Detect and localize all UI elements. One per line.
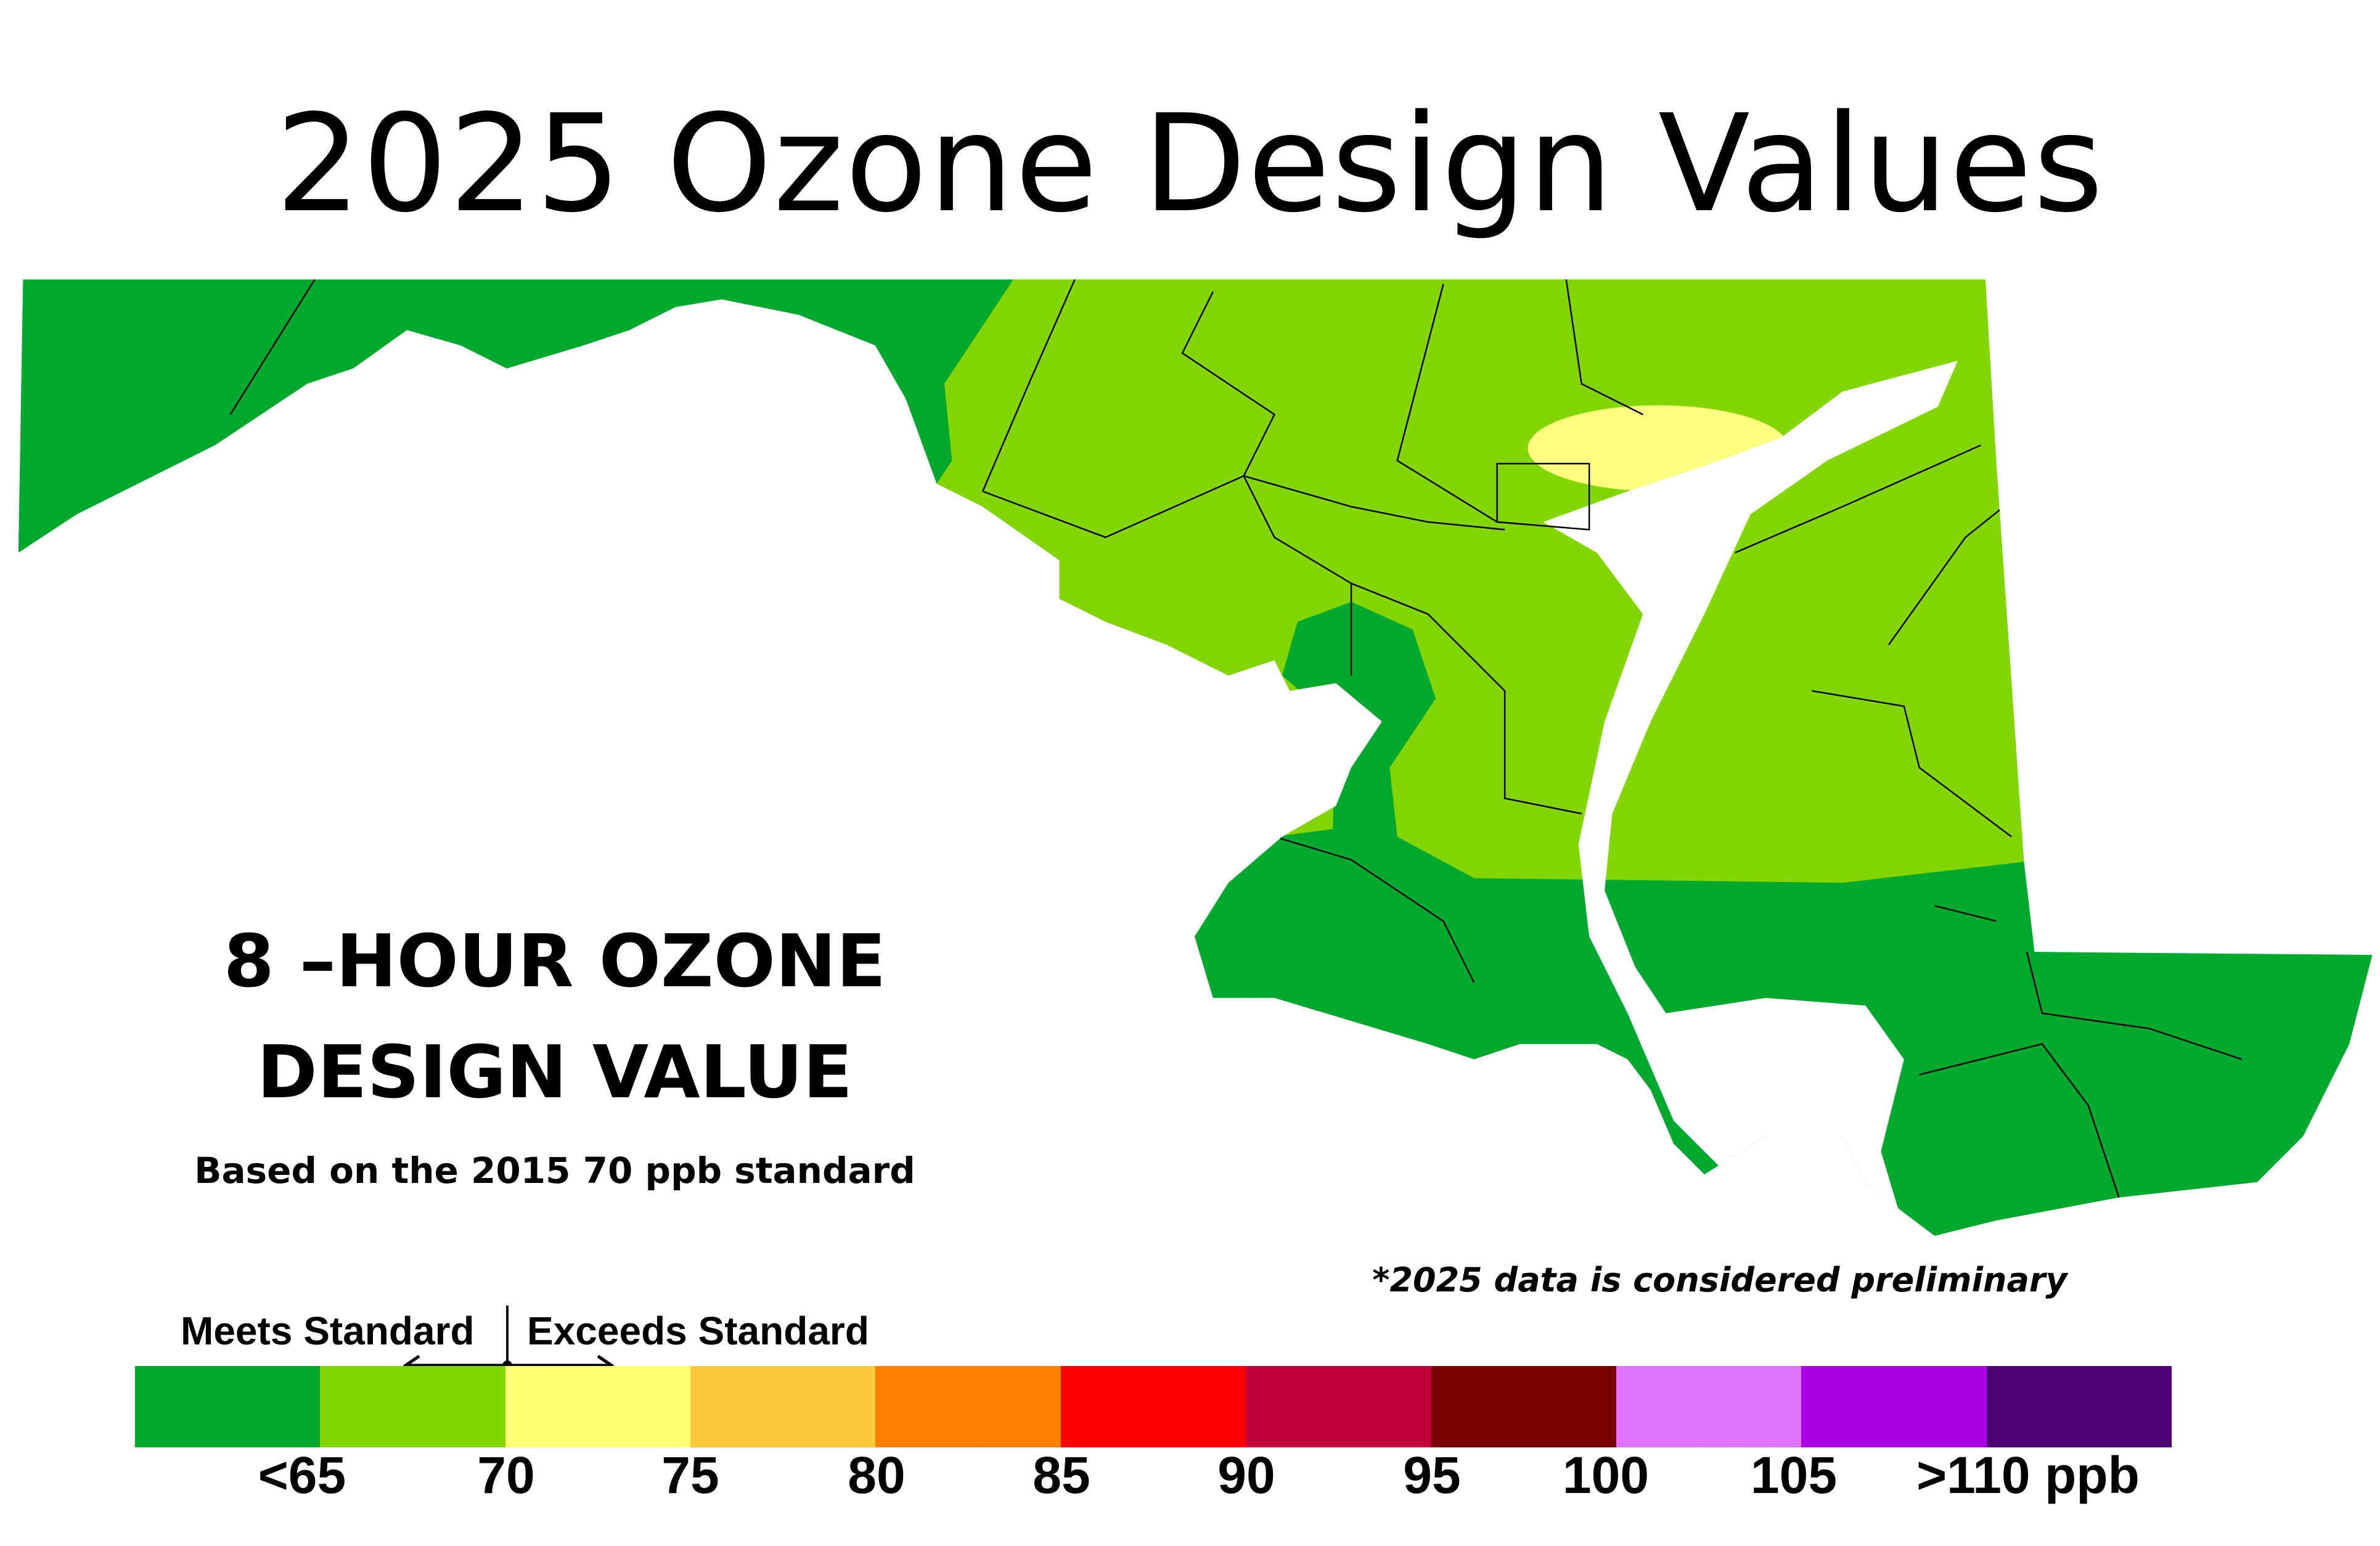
page-title: 2025 Ozone Design Values: [275, 86, 2105, 242]
color-scale-swatch: [135, 1366, 321, 1447]
color-scale-label: 100: [1562, 1446, 1650, 1504]
legend-subheading: Based on the 2015 70 ppb standard: [194, 1150, 915, 1192]
color-scale-label: <65: [258, 1446, 346, 1504]
color-scale-swatch: [1246, 1366, 1431, 1447]
color-scale-swatch: [875, 1366, 1061, 1447]
color-scale-label: 95: [1403, 1446, 1461, 1504]
color-scale-label: 85: [1033, 1446, 1090, 1504]
color-scale-label: >110 ppb: [1916, 1446, 2140, 1504]
color-scale-swatch: [1616, 1366, 1802, 1447]
color-scale-label: 90: [1217, 1446, 1275, 1504]
exceeds-standard-label: Exceeds Standard: [527, 1309, 869, 1353]
color-scale-swatch: [1801, 1366, 1987, 1447]
county-boundaries: [229, 279, 2243, 1198]
region-65-70: [921, 279, 2042, 883]
meets-standard-label: Meets Standard: [181, 1309, 475, 1353]
standard-divider: [506, 1306, 509, 1367]
color-scale-label: 75: [661, 1446, 719, 1504]
color-scale-bar: [135, 1366, 2172, 1447]
color-scale-swatch: [505, 1366, 691, 1447]
color-scale-label: 80: [848, 1446, 906, 1504]
color-scale-label: 70: [477, 1446, 535, 1504]
preliminary-note: *2025 data is considered preliminary: [1372, 1261, 2067, 1299]
color-scale-swatch: [1986, 1366, 2172, 1447]
color-scale-label: 105: [1750, 1446, 1838, 1504]
legend-heading-line1: 8 –HOUR OZONE: [223, 918, 886, 1004]
legend-heading-line2: DESIGN VALUE: [256, 1029, 853, 1115]
color-scale-swatch: [690, 1366, 876, 1447]
color-scale-swatch: [1060, 1366, 1246, 1447]
color-scale-swatch: [1431, 1366, 1616, 1447]
color-scale-swatch: [320, 1366, 505, 1447]
chesapeake-bay: [1543, 361, 1958, 1236]
